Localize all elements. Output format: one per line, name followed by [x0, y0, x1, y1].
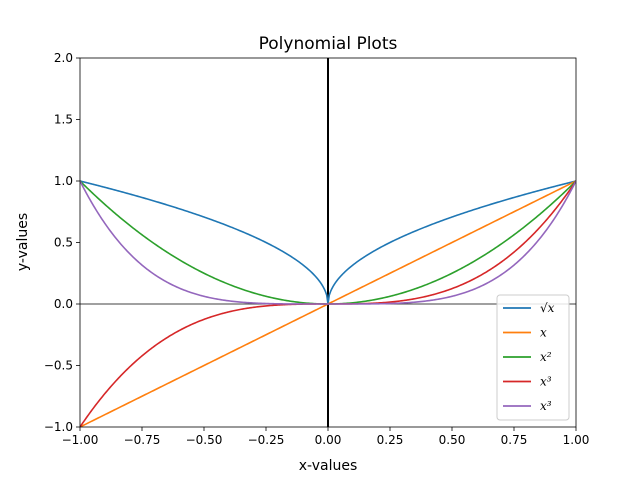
y-tick-label: 2.0	[54, 51, 73, 65]
x-tick-label: 0.00	[315, 433, 342, 447]
x-tick-label: 0.75	[501, 433, 528, 447]
x-tick-label: 1.00	[563, 433, 590, 447]
y-tick-label: −0.5	[44, 359, 73, 373]
x-axis-ticks: −1.00 −0.75 −0.50 −0.25 0.00 0.25 0.50 0.75 1.00	[62, 427, 590, 447]
x-axis-title: x-values	[299, 458, 358, 474]
y-axis-ticks: −1.0 −0.5 0.0 0.5 1.0 1.5 2.0	[44, 51, 80, 434]
y-tick-label: 1.5	[54, 113, 73, 127]
chart-title: Polynomial Plots	[259, 34, 398, 54]
legend: √x x x² x³ x³	[496, 294, 570, 421]
legend-label-0: √x	[540, 301, 555, 315]
x-tick-label: −1.00	[62, 433, 99, 447]
x-tick-label: −0.75	[124, 433, 161, 447]
y-axis-title: y-values	[15, 213, 31, 271]
y-tick-label: 1.0	[54, 174, 73, 188]
x-tick-label: −0.50	[186, 433, 223, 447]
y-tick-label: 0.5	[54, 236, 73, 250]
x-tick-label: −0.25	[248, 433, 285, 447]
y-tick-label: 0.0	[54, 297, 73, 311]
legend-label-2: x²	[540, 350, 552, 364]
y-tick-label: −1.0	[44, 420, 73, 434]
x-tick-label: 0.25	[377, 433, 404, 447]
legend-label-1: x	[540, 326, 547, 340]
series-group	[80, 180, 576, 427]
legend-label-3: x³	[540, 375, 552, 389]
legend-box	[496, 294, 570, 421]
legend-label-4: x³	[540, 399, 552, 413]
x-tick-label: 0.50	[439, 433, 466, 447]
series-line-4	[80, 180, 576, 305]
